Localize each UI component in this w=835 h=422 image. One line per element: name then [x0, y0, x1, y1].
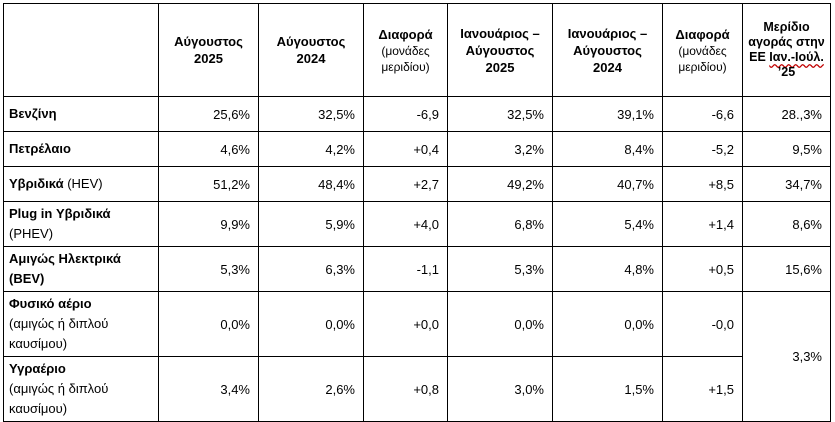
table-cell: -1,1	[363, 246, 448, 292]
table-cell: +0,0	[363, 291, 448, 357]
table-row: Plug in Υβριδικά (PHEV) 9,9% 5,9% +4,0 6,…	[3, 201, 831, 247]
table-cell: -6,9	[363, 96, 448, 132]
header-diff-ytd: Διαφορά (μονάδες μεριδίου)	[662, 3, 743, 97]
table-cell: +8,5	[662, 166, 743, 202]
table-cell: 5,9%	[258, 201, 364, 247]
header-diff-aug-label: Διαφορά	[378, 26, 433, 42]
table-cell: 5,3%	[447, 246, 553, 292]
table-cell: 6,8%	[447, 201, 553, 247]
table-cell: 3,4%	[158, 356, 259, 422]
table-cell: 48,4%	[258, 166, 364, 202]
table-cell: 32,5%	[258, 96, 364, 132]
row-label-main: Plug in Υβριδικά	[9, 206, 111, 221]
table-cell: 40,7%	[552, 166, 663, 202]
row-label-main: Υγραέριο	[9, 361, 66, 376]
row-label: Πετρέλαιο	[3, 131, 159, 167]
table-cell: 3,2%	[447, 131, 553, 167]
table-row: Αμιγώς Ηλεκτρικά (BEV) 5,3% 6,3% -1,1 5,3…	[3, 246, 831, 292]
table-cell: 25,6%	[158, 96, 259, 132]
table-row: Υγραέριο (αμιγώς ή διπλού καυσίμου) 3,4% …	[3, 356, 831, 422]
table-cell: 5,4%	[552, 201, 663, 247]
row-label-sub: (HEV)	[63, 176, 103, 191]
table-cell: 5,3%	[158, 246, 259, 292]
table-cell: 3,0%	[447, 356, 553, 422]
table-cell: 8,4%	[552, 131, 663, 167]
table-cell: 8,6%	[742, 201, 831, 247]
table-cell: 34,7%	[742, 166, 831, 202]
header-eu-share-line1: Μερίδιο αγοράς στην ΕΕ	[748, 20, 825, 64]
header-eu-share: Μερίδιο αγοράς στην ΕΕ Ιαν.-Ιούλ. ’25	[742, 3, 831, 97]
row-label-main: Πετρέλαιο	[9, 141, 71, 156]
table-cell: +4,0	[363, 201, 448, 247]
header-diff-aug-unit: (μονάδες μεριδίου)	[381, 43, 430, 74]
table-row: Βενζίνη 25,6% 32,5% -6,9 32,5% 39,1% -6,…	[3, 96, 831, 132]
table-cell: +1,5	[662, 356, 743, 422]
row-label: Φυσικό αέριο (αμιγώς ή διπλού καυσίμου)	[3, 291, 159, 357]
row-label: Βενζίνη	[3, 96, 159, 132]
table-row: Φυσικό αέριο (αμιγώς ή διπλού καυσίμου) 0…	[3, 291, 831, 422]
table-cell-merged: 3,3%	[742, 291, 831, 422]
row-label: Υγραέριο (αμιγώς ή διπλού καυσίμου)	[3, 356, 159, 422]
header-aug-2024: Αύγουστος 2024	[258, 3, 364, 97]
table-cell: +0,4	[363, 131, 448, 167]
table-cell: 49,2%	[447, 166, 553, 202]
row-label-sub: (αμιγώς ή διπλού καυσίμου)	[9, 381, 109, 416]
table-cell: 32,5%	[447, 96, 553, 132]
row-label: Αμιγώς Ηλεκτρικά (BEV)	[3, 246, 159, 292]
row-label: Υβριδικά (HEV)	[3, 166, 159, 202]
table-cell: +0,5	[662, 246, 743, 292]
table-cell: 2,6%	[258, 356, 364, 422]
table-cell: +2,7	[363, 166, 448, 202]
table-cell: 6,3%	[258, 246, 364, 292]
header-diff-ytd-label: Διαφορά	[675, 26, 730, 42]
table-cell: -0,0	[662, 291, 743, 357]
table-cell: 4,2%	[258, 131, 364, 167]
table-cell: 4,6%	[158, 131, 259, 167]
row-label-main: Υβριδικά	[9, 176, 64, 191]
table-row: Πετρέλαιο 4,6% 4,2% +0,4 3,2% 8,4% -5,2 …	[3, 131, 831, 167]
header-diff-ytd-unit: (μονάδες μεριδίου)	[678, 43, 727, 74]
header-jan-aug-2025: Ιανουάριος – Αύγουστος 2025	[447, 3, 553, 97]
table-cell: +0,8	[363, 356, 448, 422]
header-empty	[3, 3, 159, 97]
header-jan-aug-2024: Ιανουάριος – Αύγουστος 2024	[552, 3, 663, 97]
table-cell: 0,0%	[158, 291, 259, 357]
row-label-sub: (PHEV)	[9, 226, 54, 241]
header-aug-2025: Αύγουστος 2025	[158, 3, 259, 97]
table-cell: -6,6	[662, 96, 743, 132]
table-cell: +1,4	[662, 201, 743, 247]
row-label-sub: (αμιγώς ή διπλού καυσίμου)	[9, 316, 109, 351]
table-row: Υβριδικά (HEV) 51,2% 48,4% +2,7 49,2% 40…	[3, 166, 831, 202]
table-cell: 4,8%	[552, 246, 663, 292]
table-cell: 28.,3%	[742, 96, 831, 132]
header-row: Αύγουστος 2025 Αύγουστος 2024 Διαφορά (μ…	[3, 3, 831, 97]
header-diff-aug: Διαφορά (μονάδες μεριδίου)	[363, 3, 448, 97]
table-cell: 15,6%	[742, 246, 831, 292]
table-cell: 9,5%	[742, 131, 831, 167]
table-cell: 1,5%	[552, 356, 663, 422]
table-cell: -5,2	[662, 131, 743, 167]
table-cell: 9,9%	[158, 201, 259, 247]
row-label-main: Αμιγώς Ηλεκτρικά	[9, 251, 121, 266]
row-label-main: Φυσικό αέριο	[9, 296, 92, 311]
table-cell: 39,1%	[552, 96, 663, 132]
header-eu-share-period: Ιαν.-Ιούλ.	[769, 50, 824, 64]
header-eu-share-year: ’25	[777, 65, 796, 79]
table-cell: 51,2%	[158, 166, 259, 202]
row-label-sub: (BEV)	[9, 271, 45, 286]
row-label-main: Βενζίνη	[9, 106, 57, 121]
table-cell: 0,0%	[258, 291, 364, 357]
fuel-market-share-table: Αύγουστος 2025 Αύγουστος 2024 Διαφορά (μ…	[3, 3, 831, 422]
table-cell: 0,0%	[447, 291, 553, 357]
row-label: Plug in Υβριδικά (PHEV)	[3, 201, 159, 247]
table-cell: 0,0%	[552, 291, 663, 357]
